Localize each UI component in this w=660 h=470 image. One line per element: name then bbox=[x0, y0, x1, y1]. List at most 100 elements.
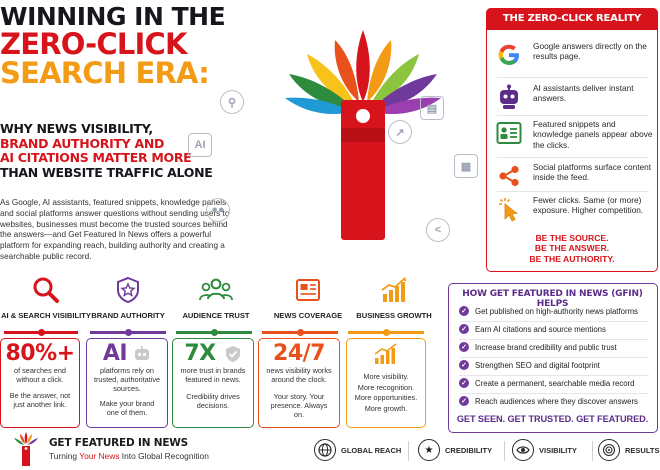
zero-click-text: AI assistants deliver instant answers. bbox=[533, 83, 634, 104]
growth-line: More growth. bbox=[364, 403, 408, 413]
pillar-brand-authority: BRAND AUTHORITY bbox=[82, 276, 174, 321]
gfin-logo-small-icon bbox=[14, 432, 38, 466]
subheadline-line-1: WHY NEWS VISIBILITY, bbox=[0, 121, 153, 136]
badge-label: RESULTS bbox=[625, 445, 660, 455]
star-shield-icon: ★ bbox=[418, 439, 440, 461]
cursor-click-icon bbox=[495, 195, 523, 223]
check-icon: ✓ bbox=[459, 306, 469, 316]
google-icon bbox=[495, 41, 523, 69]
divider bbox=[459, 393, 649, 394]
pillar-divider bbox=[90, 329, 166, 336]
share-icon: < bbox=[426, 218, 450, 242]
divider bbox=[497, 77, 649, 78]
growth-chart-icon bbox=[374, 343, 397, 364]
badge-results: RESULTS bbox=[598, 438, 659, 462]
zero-click-footer-1: BE THE SOURCE. bbox=[535, 233, 609, 243]
star-shield-icon bbox=[117, 276, 139, 304]
gfin-item: ✓ Strengthen SEO and digital footprint bbox=[459, 360, 655, 370]
gfin-item: ✓ Increase brand credibility and public t… bbox=[459, 342, 655, 352]
divider bbox=[459, 339, 649, 340]
robot-icon bbox=[135, 345, 150, 360]
check-icon: ✓ bbox=[459, 396, 469, 406]
stat-text: of searches end without a click. bbox=[14, 366, 66, 384]
chart-icon: ↗ bbox=[388, 120, 412, 144]
pillar-label: BRAND AUTHORITY bbox=[91, 311, 165, 320]
headline-line-2: ZERO-CLICK bbox=[0, 26, 188, 61]
gfin-helps-panel: HOW GET FEATURED IN NEWS (GFIN) HELPS ✓ G… bbox=[448, 283, 658, 433]
growth-lines: More visibility. More recognition. More … bbox=[347, 372, 425, 414]
growth-line: More recognition. bbox=[357, 382, 415, 392]
check-icon: ✓ bbox=[459, 378, 469, 388]
robot-icon bbox=[495, 83, 523, 111]
intro-paragraph: As Google, AI assistants, featured snipp… bbox=[0, 198, 230, 262]
stat-card-audience-trust: 7X more trust in brands featured in news… bbox=[172, 338, 254, 428]
badge-global-reach: GLOBAL REACH bbox=[314, 438, 401, 462]
pillar-divider bbox=[262, 329, 338, 336]
search-icon: ⚲ bbox=[220, 90, 244, 114]
stat-text: platforms rely on trusted, authoritative… bbox=[93, 366, 161, 393]
calendar-icon: ▦ bbox=[454, 154, 478, 178]
subheadline: WHY NEWS VISIBILITY, BRAND AUTHORITY AND… bbox=[0, 121, 235, 181]
pillar-divider bbox=[348, 329, 424, 336]
divider bbox=[497, 191, 649, 192]
stat-note: Credibility drives decisions. bbox=[186, 391, 240, 410]
tagline-highlight: Your News bbox=[79, 451, 120, 461]
snippet-card-icon bbox=[495, 119, 523, 147]
zero-click-item: Google answers directly on the results p… bbox=[495, 41, 653, 69]
zero-click-item: Social platforms surface content inside … bbox=[495, 162, 653, 190]
subheadline-line-4: THAN WEBSITE TRAFFIC ALONE bbox=[0, 164, 213, 180]
growth-line: More visibility. bbox=[363, 372, 409, 381]
brand-tagline: Turning Your News Into Global Recognitio… bbox=[49, 451, 209, 461]
subheadline-line-3: AI CITATIONS MATTER MORE bbox=[0, 150, 192, 166]
pillar-label: AI & SEARCH VISIBILITY bbox=[1, 311, 91, 320]
gfin-footer: GET SEEN. GET TRUSTED. GET FEATURED. bbox=[456, 414, 649, 424]
gfin-title: HOW GET FEATURED IN NEWS (GFIN) HELPS bbox=[462, 289, 643, 309]
brand-name: GET FEATURED IN NEWS bbox=[49, 437, 189, 449]
check-icon: ✓ bbox=[459, 324, 469, 334]
pillar-audience-trust: AUDIENCE TRUST bbox=[170, 276, 262, 321]
zero-click-text: Social platforms surface content inside … bbox=[533, 162, 652, 183]
badge-credibility: ★ CREDIBILITY bbox=[418, 438, 492, 462]
headline-line-3: SEARCH ERA: bbox=[0, 56, 210, 91]
target-icon bbox=[598, 439, 620, 461]
gfin-item-text: Increase brand credibility and public tr… bbox=[475, 342, 617, 352]
stat-value: AI bbox=[102, 341, 128, 366]
divider bbox=[459, 375, 649, 376]
badge-label: VISIBILITY bbox=[539, 445, 577, 455]
stat-note: Your story. Your presence. Always on. bbox=[270, 391, 328, 419]
subheadline-line-2: BRAND AUTHORITY AND bbox=[0, 135, 165, 151]
stat-note: Make your brand one of them. bbox=[99, 398, 155, 417]
stat-card-news-coverage: 24/7 news visibility works around the cl… bbox=[258, 338, 340, 428]
globe-icon bbox=[314, 439, 336, 461]
pillar-label: NEWS COVERAGE bbox=[273, 311, 343, 320]
badge-label: CREDIBILITY bbox=[445, 445, 493, 455]
zero-click-text: Featured snippets and knowledge panels a… bbox=[533, 119, 653, 150]
pillar-ai-search: AI & SEARCH VISIBILITY bbox=[0, 276, 92, 321]
zero-click-panel: THE ZERO-CLICK REALITY Google answers di… bbox=[486, 8, 658, 272]
growth-chart-icon bbox=[381, 277, 407, 302]
stat-text: more trust in brands featured in news. bbox=[180, 366, 246, 384]
zero-click-title: THE ZERO-CLICK REALITY bbox=[486, 8, 658, 30]
pillar-news-coverage: NEWS COVERAGE bbox=[262, 276, 354, 321]
search-icon bbox=[33, 277, 59, 303]
eye-icon bbox=[512, 439, 534, 461]
stat-text: news visibility works around the clock. bbox=[266, 366, 332, 384]
stat-card-ai-search: 80%+ of searches end without a click. Be… bbox=[0, 338, 80, 428]
pillar-business-growth: BUSINESS GROWTH bbox=[348, 276, 440, 321]
check-icon: ✓ bbox=[459, 342, 469, 352]
gfin-item: ✓ Reach audiences where they discover ans… bbox=[459, 396, 655, 406]
zero-click-item: AI assistants deliver instant answers. bbox=[495, 83, 653, 111]
stat-value: 24/7 bbox=[273, 341, 325, 366]
stat-card-business-growth: More visibility. More recognition. More … bbox=[346, 338, 426, 428]
gfin-item: ✓ Create a permanent, searchable media re… bbox=[459, 378, 655, 388]
divider bbox=[592, 441, 593, 461]
gfin-item-text: Get published on high-authority news pla… bbox=[475, 306, 638, 316]
zero-click-footer-3: BE THE AUTHORITY. bbox=[529, 253, 615, 264]
pillar-label: AUDIENCE TRUST bbox=[182, 311, 250, 320]
divider bbox=[459, 357, 649, 358]
badge-label: GLOBAL REACH bbox=[341, 445, 402, 455]
growth-line: More opportunities. bbox=[354, 393, 418, 403]
gfin-item-text: Earn AI citations and source mentions bbox=[475, 324, 606, 334]
pillar-divider bbox=[176, 329, 252, 336]
users-icon bbox=[199, 278, 233, 301]
